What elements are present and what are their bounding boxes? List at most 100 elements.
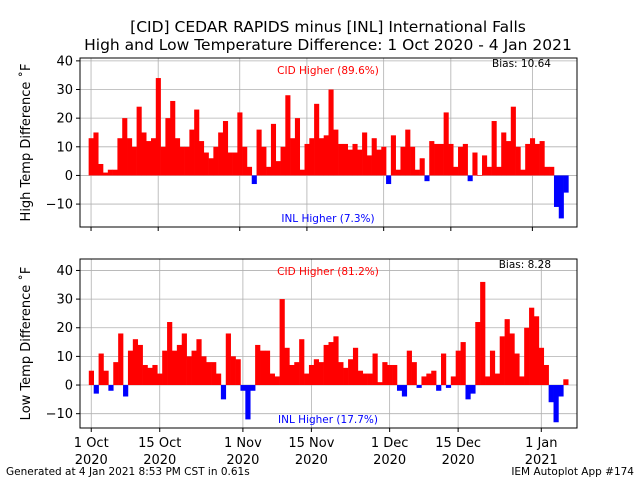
low-bar [103, 370, 109, 386]
low-bar [323, 344, 329, 386]
low-bar [455, 350, 461, 386]
low-bar [328, 342, 334, 386]
low-bar [504, 319, 510, 386]
low-xtick-label: 2020 [226, 453, 259, 468]
low-bar [123, 385, 129, 397]
low-bar [206, 362, 212, 386]
high-bar [414, 169, 420, 176]
high-bar [558, 175, 564, 219]
low-bar [279, 299, 285, 386]
low-bar [465, 385, 471, 400]
high-bar [342, 143, 348, 176]
low-bar [245, 385, 251, 420]
high-bar [155, 78, 161, 176]
high-bar [285, 95, 291, 176]
low-bar [509, 333, 515, 386]
low-ytick-label: −10 [46, 407, 73, 422]
high-bar [165, 118, 171, 176]
low-bar [533, 316, 540, 386]
low-bar [460, 342, 466, 386]
high-bar [222, 121, 229, 176]
low-bar [563, 379, 569, 386]
low-bar [372, 353, 378, 386]
high-bar [208, 158, 214, 176]
low-bar [426, 373, 432, 386]
high-bar [189, 129, 195, 176]
low-bar [524, 327, 530, 386]
low-bar [93, 385, 99, 394]
low-bar [162, 350, 168, 386]
high-bar [486, 166, 492, 176]
low-bar [313, 359, 320, 386]
high-bar [563, 175, 569, 193]
high-bar [203, 152, 209, 176]
high-bar [453, 166, 459, 176]
high-bar [251, 175, 257, 185]
low-bar [157, 373, 163, 386]
high-ytick-label: 10 [56, 140, 73, 155]
low-ytick-label: 0 [65, 379, 73, 394]
low-bar [201, 356, 207, 386]
high-bar [194, 109, 200, 176]
low-bar [333, 336, 339, 386]
low-bar [450, 376, 456, 386]
high-bar [362, 132, 368, 176]
high-bar [107, 169, 113, 176]
low-negative-pct-label: INL Higher (17.7%) [278, 414, 378, 426]
low-bar [382, 362, 388, 386]
high-bar [227, 152, 233, 176]
low-bar [485, 376, 491, 386]
high-bar [112, 169, 118, 176]
low-xtick-label: 2020 [373, 453, 406, 468]
high-bar [160, 146, 166, 176]
high-temp-panel: −10 0 10 20 30 40 High Temp Difference ˚F CID H… [18, 54, 578, 231]
high-bar [275, 161, 281, 176]
low-bar [230, 356, 236, 386]
high-bar [525, 143, 531, 176]
low-xtick-label: 15 Oct [138, 436, 181, 451]
high-bar [122, 118, 128, 176]
low-bar [529, 307, 535, 386]
low-bar [225, 333, 231, 386]
high-bar [443, 112, 449, 176]
low-bar [186, 356, 192, 386]
high-bar [371, 138, 377, 176]
low-bar [108, 385, 114, 391]
low-xtick-label: 2020 [143, 453, 176, 468]
high-bar [539, 141, 545, 176]
low-bar [147, 367, 153, 386]
high-bar [290, 138, 296, 176]
low-bar [137, 344, 143, 386]
high-bar [458, 146, 464, 176]
high-bar [400, 146, 406, 176]
high-bar [141, 132, 147, 176]
low-bar [142, 364, 148, 386]
high-bar [261, 146, 267, 176]
high-negative-pct-label: INL Higher (7.3%) [281, 213, 374, 225]
high-bar [131, 146, 137, 176]
high-bar [534, 143, 540, 176]
low-bar [264, 350, 271, 386]
high-bar [381, 146, 387, 176]
low-bar [98, 353, 104, 386]
low-temp-panel: −10 0 10 20 30 40 1 Oct 2020 15 Oct 2020 1 Nov 2020… [18, 258, 578, 468]
low-bar [499, 336, 505, 386]
chart-title-line2: High and Low Temperature Difference: 1 O… [84, 36, 572, 54]
low-bar [387, 364, 393, 386]
low-bar [211, 362, 217, 386]
high-bar [309, 138, 315, 176]
low-ytick-label: 40 [56, 264, 73, 279]
high-bar [352, 143, 358, 176]
high-bar [438, 143, 444, 176]
low-bar [406, 350, 412, 386]
low-bar [377, 382, 383, 386]
high-bar [299, 169, 305, 176]
high-bar [496, 166, 502, 176]
low-ytick-label: 20 [56, 321, 73, 336]
low-bar [220, 385, 227, 400]
low-bar [181, 333, 187, 386]
low-bar [343, 367, 349, 386]
low-bar [191, 350, 197, 386]
low-bar [357, 370, 364, 386]
